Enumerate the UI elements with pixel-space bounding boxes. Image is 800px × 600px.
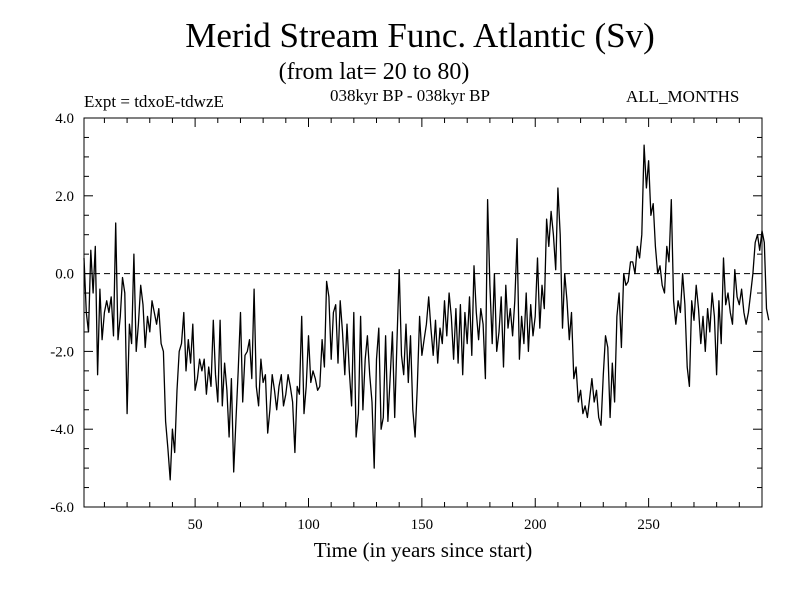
x-tick-label: 100 xyxy=(297,517,320,533)
x-axis-label: Time (in years since start) xyxy=(313,538,533,562)
period-label: 038kyr BP - 038kyr BP xyxy=(330,86,490,105)
months-label: ALL_MONTHS xyxy=(626,87,740,106)
chart-subtitle: (from lat= 20 to 80) xyxy=(278,59,470,85)
chart-title: Merid Stream Func. Atlantic (Sv) xyxy=(185,16,655,55)
x-tick-label: 150 xyxy=(411,517,434,533)
x-tick-label: 50 xyxy=(188,517,203,533)
x-tick-label: 250 xyxy=(637,517,660,533)
y-tick-label: 2.0 xyxy=(55,189,74,205)
y-tick-label: 4.0 xyxy=(55,111,74,127)
y-tick-label: -4.0 xyxy=(50,422,74,438)
y-tick-label: 0.0 xyxy=(55,267,74,283)
plot-frame xyxy=(83,117,763,508)
y-tick-label: -6.0 xyxy=(50,500,74,516)
y-tick-label: -2.0 xyxy=(50,344,74,360)
series-line xyxy=(83,144,770,481)
experiment-label: Expt = tdxoE-tdwzE xyxy=(84,92,224,111)
x-tick-label: 200 xyxy=(524,517,547,533)
